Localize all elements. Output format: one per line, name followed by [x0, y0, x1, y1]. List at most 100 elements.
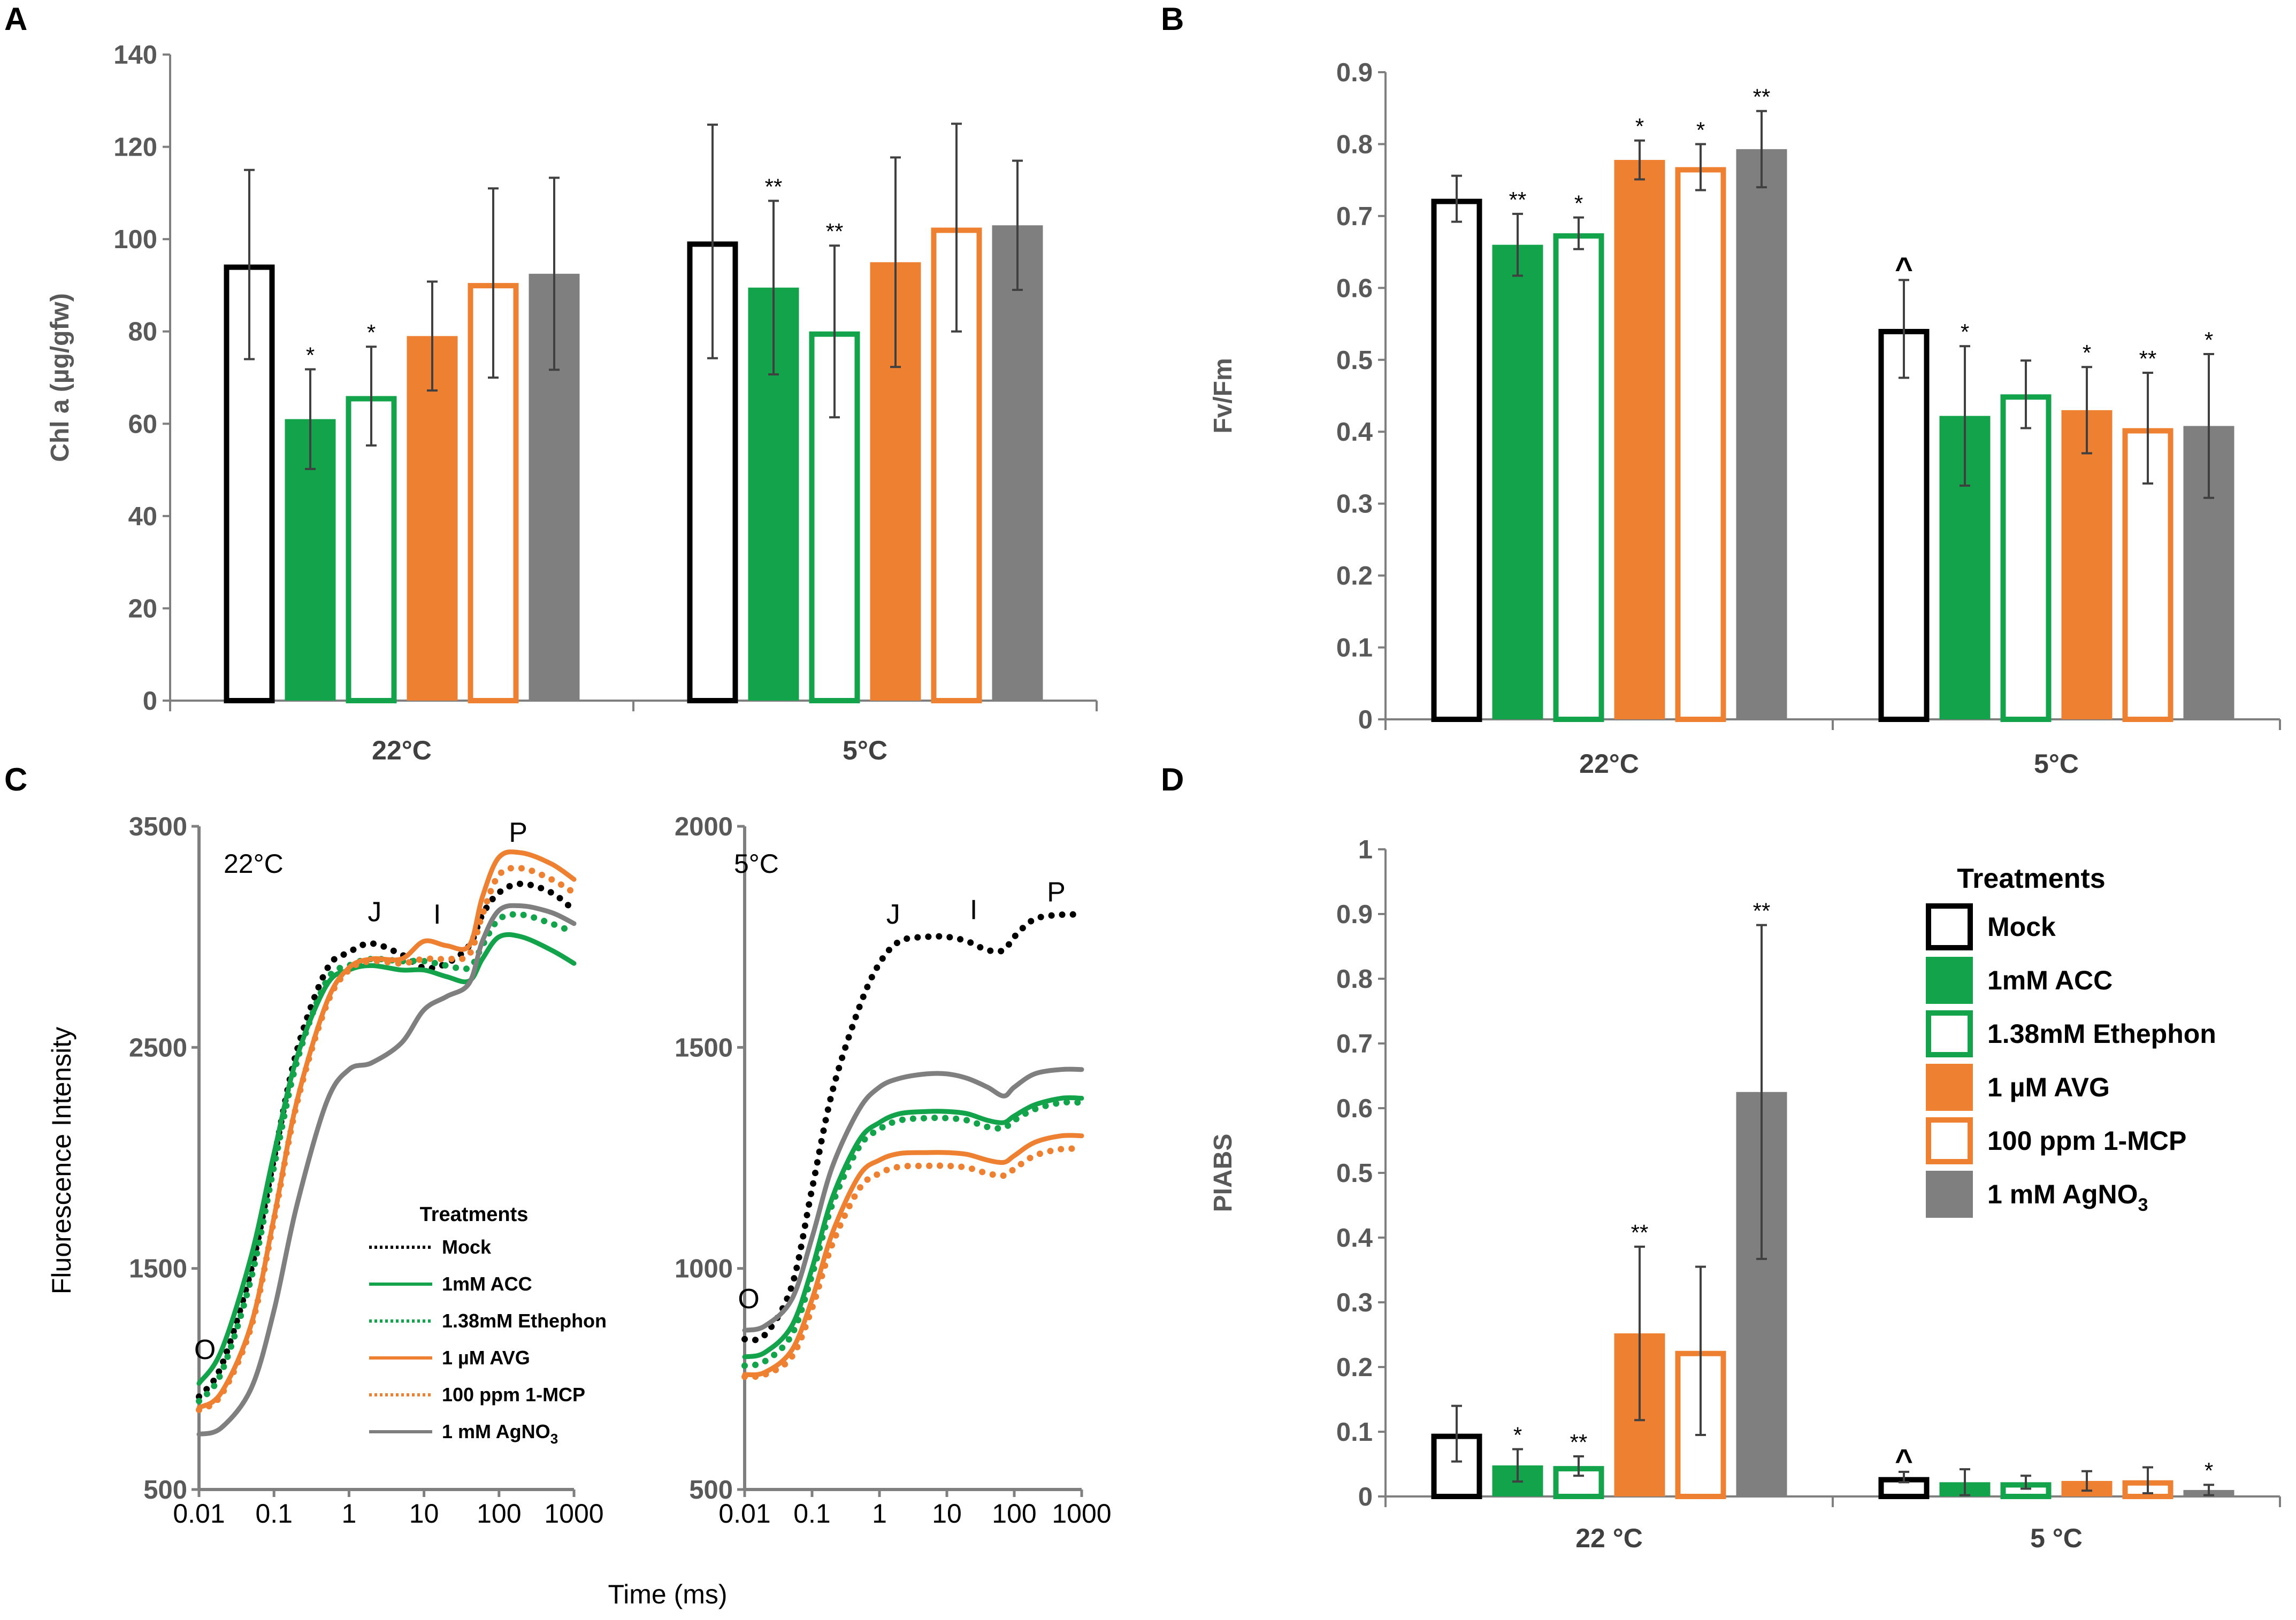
legend-entry-1-m-avg: 1 µM AVG: [1987, 1072, 2110, 1102]
significance-mark: *: [1696, 117, 1705, 142]
legend-entry-1mm-acc: 1mM ACC: [1987, 965, 2113, 995]
significance-mark: *: [1574, 191, 1583, 216]
y-tick-label: 2000: [675, 812, 733, 841]
y-tick-label: 1000: [675, 1255, 733, 1284]
significance-mark: **: [765, 174, 783, 199]
legend-swatch-100-ppm-1-mcp: [1926, 1117, 1973, 1164]
category-label-22-c: 22°C: [1579, 749, 1639, 779]
significance-mark: *: [1961, 319, 1969, 344]
y-tick-label: 40: [128, 502, 157, 531]
bar-mock-22-c: [1431, 198, 1482, 723]
ojip-point-p: P: [509, 817, 527, 848]
bar-1-m-avg-22-c: [1614, 160, 1665, 719]
significance-mark: *: [367, 320, 376, 345]
y-tick-label: 0.4: [1336, 1224, 1373, 1253]
bar-1-mm-agno3-5-c: [992, 225, 1043, 701]
y-tick-label: 500: [689, 1476, 733, 1504]
ojip-point-j: J: [886, 899, 900, 930]
ojip-point-o: O: [738, 1284, 759, 1315]
bar-mock-5-c: [1878, 328, 1930, 722]
line-series-mock: [741, 911, 1085, 1343]
y-tick-label: 20: [128, 594, 157, 623]
significance-mark: **: [1753, 899, 1771, 924]
legend-entry-1-m-avg: 1 µM AVG: [442, 1347, 530, 1369]
category-label-5-c: 5°C: [843, 735, 887, 765]
x-tick-label: 0.01: [173, 1499, 225, 1529]
bar-1-38mm-ethephon-22-c: [1553, 233, 1604, 722]
ojip-point-p: P: [1047, 877, 1066, 908]
y-tick-label: 0.5: [1336, 346, 1373, 375]
bar-1-38mm-ethephon-5-c: [2000, 394, 2052, 722]
y-tick-label: 500: [143, 1476, 187, 1504]
bar-1-m-avg-5-c: [2061, 410, 2113, 719]
bar-1-mm-agno3-22-c: [1736, 149, 1787, 719]
x-tick-label: 1: [872, 1499, 887, 1529]
significance-mark: ^: [1895, 251, 1913, 286]
category-label-22-c: 22 °C: [1575, 1523, 1643, 1553]
y-tick-label: 0: [1358, 1483, 1373, 1511]
significance-mark: *: [2205, 1458, 2213, 1483]
subplot-temperature-label: 5°C: [734, 849, 779, 879]
y-tick-label: 0.3: [1336, 490, 1373, 519]
panel-letter-b: B: [1161, 1, 1184, 37]
legend-entry-100-ppm-1-mcp: 100 ppm 1-MCP: [442, 1384, 585, 1406]
line-series-mock: [196, 880, 577, 1400]
y-tick-label: 1500: [129, 1255, 187, 1284]
panel-letter-a: A: [4, 1, 27, 37]
ojip-point-j: J: [368, 897, 381, 928]
chart-d-piabs: 0 0.1 0.2 0.3 0.4 0.5 0.6 0.7 0.8 0.9 1 PIABS 22 °C *…: [1209, 835, 2281, 1553]
line-series-1-mm-agno3: [742, 1066, 1084, 1333]
significance-mark: *: [2083, 340, 2091, 365]
bar-1mm-acc-22-c: [1492, 244, 1543, 720]
significance-mark: **: [1753, 85, 1771, 110]
chart-c-ojip-5c: 500 1000 1500 2000 0.01 0.1 1 10 100 1000 5°C O J I P: [675, 812, 1112, 1529]
line-series-1-m-avg: [742, 1133, 1084, 1378]
y-tick-label: 0.4: [1336, 418, 1373, 447]
x-axis-title: Time (ms): [608, 1579, 727, 1609]
legend-swatch-1-mm-agno3: [1926, 1171, 1973, 1218]
legend-swatch-1mm-acc: [1926, 957, 1973, 1004]
category-label-5-c: 5°C: [2034, 749, 2079, 779]
y-tick-label: 0.7: [1336, 202, 1373, 231]
y-tick-label: 0.1: [1336, 634, 1373, 663]
y-tick-label: 0.8: [1336, 130, 1373, 159]
x-tick-label: 1000: [1052, 1499, 1111, 1529]
significance-mark: **: [1509, 187, 1527, 212]
significance-mark: *: [306, 342, 315, 367]
line-series-1mm-acc: [742, 1095, 1084, 1360]
legend-title: Treatments: [420, 1203, 529, 1226]
y-axis-title: Fluorescence Intensity: [47, 1027, 76, 1294]
legend-entry-1-mm-agno3: 1 mM AgNO3: [1987, 1179, 2148, 1215]
y-tick-label: 60: [128, 410, 157, 439]
y-tick-label: 0.9: [1336, 900, 1373, 929]
x-tick-label: 10: [932, 1499, 962, 1529]
x-tick-label: 0.1: [255, 1499, 293, 1529]
significance-mark: **: [826, 219, 844, 244]
ojip-point-o: O: [194, 1334, 216, 1365]
legend-swatch-1-38mm-ethephon: [1926, 1010, 1973, 1057]
category-label-5-c: 5 °C: [2030, 1523, 2083, 1553]
x-tick-label: 100: [992, 1499, 1036, 1529]
y-tick-label: 0.2: [1336, 1353, 1373, 1382]
x-tick-label: 1000: [544, 1499, 603, 1529]
significance-mark: ^: [1895, 1443, 1913, 1478]
x-tick-label: 1: [341, 1499, 356, 1529]
y-tick-label: 0.6: [1336, 274, 1373, 303]
line-series-1-38mm-ethephon: [196, 911, 577, 1404]
chart-c-ojip-22c: 500 1500 2500 3500 0.01 0.1 1 10 100 1000 22°C O J I P…: [47, 812, 728, 1609]
panel-letter-c: C: [4, 762, 27, 797]
y-tick-label: 0: [143, 687, 157, 716]
y-tick-label: 120: [113, 133, 157, 162]
y-tick-label: 1500: [675, 1033, 733, 1062]
y-tick-label: 0.5: [1336, 1159, 1373, 1188]
x-tick-label: 0.01: [718, 1499, 770, 1529]
y-tick-label: 0.9: [1336, 58, 1373, 87]
bar-1-m-avg-22-c: [407, 336, 458, 701]
legend-entry-mock: Mock: [1987, 912, 2056, 942]
line-series-1mm-acc: [196, 932, 577, 1386]
line-series-1-38mm-ethephon: [741, 1099, 1085, 1369]
legend-title: Treatments: [1957, 863, 2105, 894]
